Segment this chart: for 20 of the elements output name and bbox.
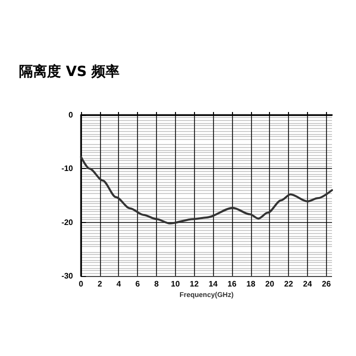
x-tick-label: 18 bbox=[246, 280, 256, 288]
x-tick-label: 6 bbox=[135, 280, 140, 288]
x-tick-label: 24 bbox=[303, 280, 312, 288]
line-series bbox=[80, 156, 333, 224]
x-tick-label: 0 bbox=[78, 280, 84, 288]
x-tick-label: 4 bbox=[116, 280, 122, 288]
y-tick-label: -20 bbox=[61, 218, 74, 227]
x-tick-label: 12 bbox=[190, 280, 200, 288]
y-tick-label: 0 bbox=[68, 110, 74, 120]
y-tick-label: -30 bbox=[61, 272, 74, 280]
y-tick-label: -10 bbox=[61, 164, 74, 174]
x-tick-label: 26 bbox=[322, 280, 332, 288]
x-tick-label: 22 bbox=[284, 280, 294, 288]
chart-title: 隔离度 VS 频率 bbox=[19, 63, 120, 80]
x-tick-label: 2 bbox=[98, 280, 103, 288]
x-tick-label: 20 bbox=[265, 280, 275, 288]
x-tick-label: 14 bbox=[208, 280, 218, 288]
x-tick-label: 16 bbox=[228, 280, 237, 288]
x-tick-label: 10 bbox=[170, 280, 180, 288]
x-tick-label: 8 bbox=[154, 280, 160, 288]
